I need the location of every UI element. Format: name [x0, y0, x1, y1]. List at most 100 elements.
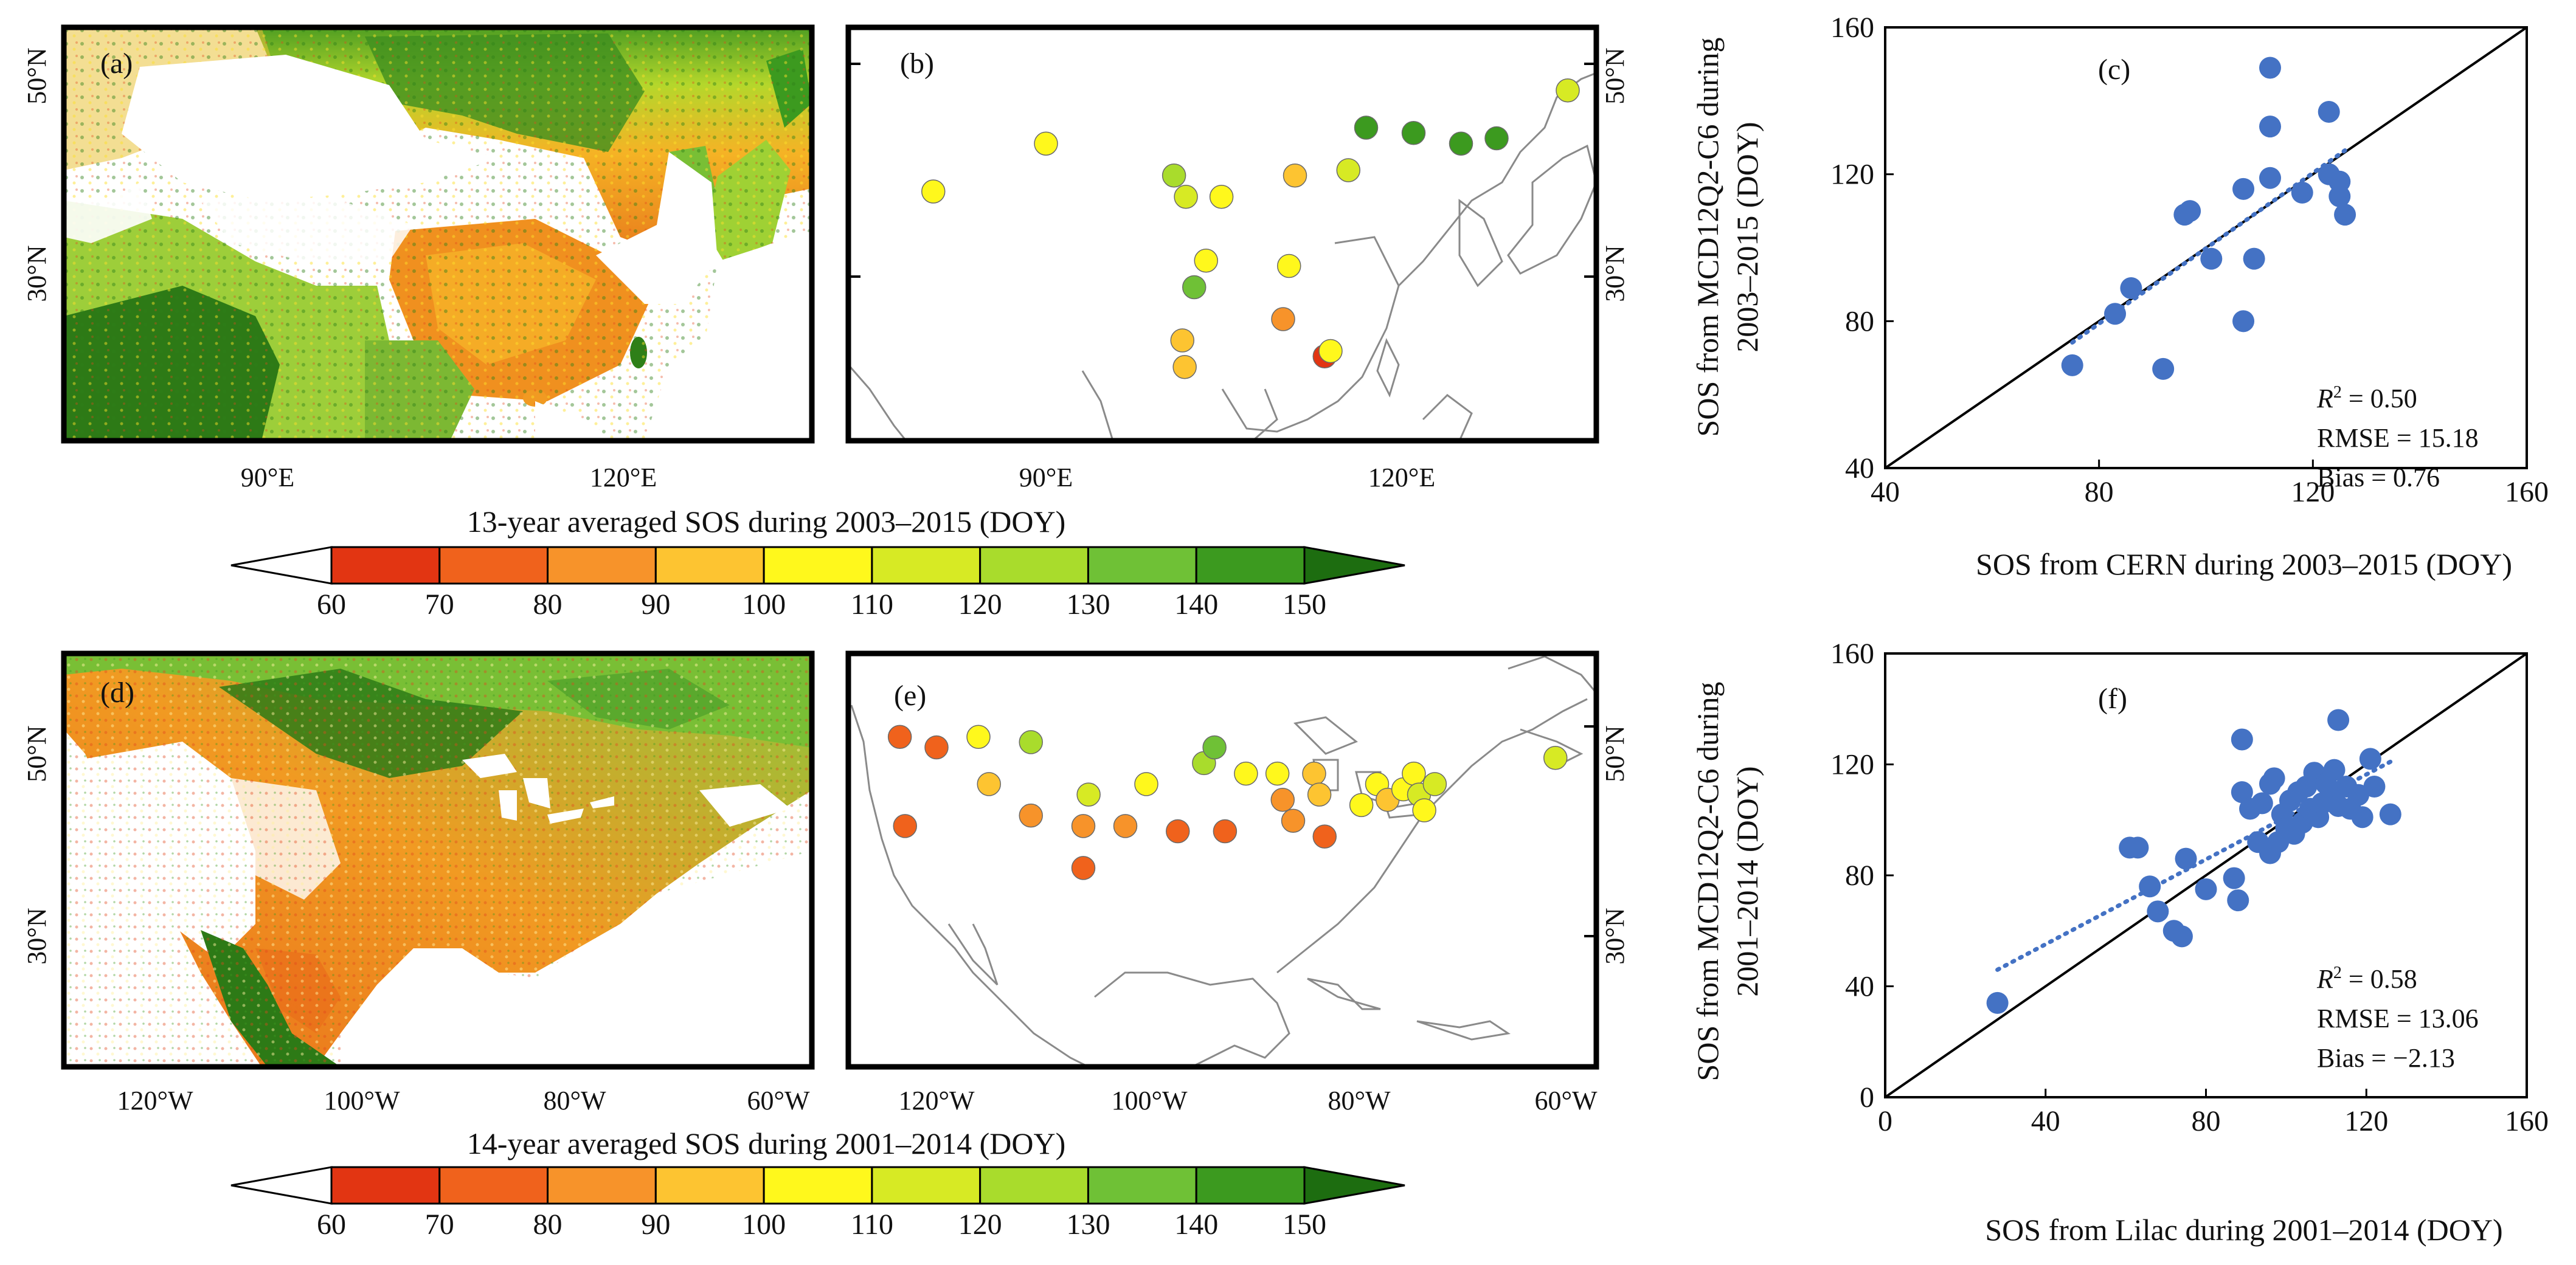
colorbar-bin	[1195, 1166, 1306, 1205]
data-point	[2152, 357, 2175, 380]
basemap-china	[848, 27, 1596, 441]
data-point	[2251, 792, 2273, 815]
colorbar-bin	[979, 1166, 1089, 1205]
site-marker	[1402, 761, 1426, 786]
site-marker	[1270, 788, 1295, 812]
lon-label-100w: 100°W	[1111, 1086, 1188, 1115]
site-marker	[1283, 164, 1307, 188]
y-tick-label: 80	[1845, 305, 1874, 337]
lon-label-120e: 120°E	[590, 463, 657, 492]
colorbar-bin	[1303, 546, 1405, 585]
y-tick-label: 40	[1845, 452, 1874, 484]
site-marker	[1556, 78, 1580, 103]
colorbar-tick-label: 150	[1283, 588, 1326, 621]
colorbar-bin	[330, 1166, 441, 1205]
colorbar-bin	[979, 546, 1089, 585]
sos-raster-china	[64, 27, 812, 441]
site-marker	[1194, 249, 1218, 273]
colorbar-tick-label: 80	[533, 588, 563, 621]
lon-label-80w: 80°W	[1328, 1086, 1391, 1115]
colorbar-bottom: 14-year averaged SOS during 2001–2014 (D…	[230, 1126, 1405, 1241]
y-tick-label: 80	[1845, 860, 1874, 892]
panel-label-f: (f)	[2098, 683, 2127, 715]
x-tick-label: 160	[2505, 1105, 2549, 1137]
site-marker	[1401, 121, 1426, 145]
site-marker	[1312, 824, 1337, 849]
rmse-text: RMSE = 13.06	[2317, 1004, 2479, 1033]
site-marker	[893, 814, 917, 838]
data-point	[2323, 759, 2346, 781]
colorbar-tick-label: 70	[425, 1208, 454, 1241]
colorbar-bins	[230, 1166, 1405, 1205]
colorbar-bin	[763, 1166, 873, 1205]
y-tick-label: 120	[1830, 159, 1874, 191]
colorbar-ticks: 60 70 80 90 100 110 120 130 140 150	[317, 1208, 1326, 1241]
data-point	[2147, 900, 2169, 923]
colorbar-tick-label: 110	[851, 588, 893, 621]
colorbar-tick-label: 60	[317, 588, 346, 621]
data-point	[2127, 836, 2149, 859]
colorbar-tick-label: 120	[958, 1208, 1002, 1241]
svg-text:R2 = 0.58: R2 = 0.58	[2316, 963, 2417, 994]
site-marker	[1349, 793, 1374, 818]
data-point	[2328, 185, 2351, 207]
data-point	[2170, 925, 2193, 948]
map-panel-a: (a) 50°N 30°N 90°E 120°E	[22, 24, 815, 492]
lon-label-120e: 120°E	[1368, 463, 1435, 492]
site-marker	[1307, 782, 1332, 807]
x-tick-label: 80	[2192, 1105, 2221, 1137]
colorbar-bin	[438, 546, 549, 585]
site-marker	[1302, 761, 1326, 786]
data-point	[2243, 247, 2265, 270]
map-panel-d: (d) 50°N 30°N 120°W 100°W 80°W 60°W	[22, 650, 815, 1115]
colorbar-tick-label: 70	[425, 588, 454, 621]
lat-label-50n: 50°N	[22, 47, 52, 104]
colorbar-tick-label: 100	[742, 1208, 786, 1241]
x-axis-title: SOS from Lilac during 2001–2014 (DOY)	[1985, 1213, 2502, 1247]
site-marker	[1182, 275, 1207, 300]
y-tick-label: 120	[1830, 749, 1874, 781]
colorbar-tick-label: 60	[317, 1208, 346, 1241]
data-point	[2232, 178, 2255, 200]
data-point	[2259, 57, 2281, 79]
colorbar-tick-label: 130	[1066, 588, 1110, 621]
data-point	[2291, 181, 2313, 204]
map-panel-e: (e) 50°N 30°N 120°W 100°W 80°W 60°W	[845, 650, 1630, 1115]
site-marker	[1071, 814, 1096, 838]
site-marker	[966, 725, 991, 749]
lon-label-60w: 60°W	[1534, 1086, 1598, 1115]
site-marker	[1172, 355, 1197, 379]
colorbar-tick-label: 130	[1066, 1208, 1110, 1241]
data-point	[2259, 167, 2281, 189]
site-marker	[1234, 761, 1258, 786]
colorbar-top: 13-year averaged SOS during 2003–2015 (D…	[230, 505, 1405, 621]
colorbar-bin	[1303, 1166, 1405, 1205]
data-point	[2334, 204, 2356, 226]
x-axis-title: SOS from CERN during 2003–2015 (DOY)	[1976, 547, 2512, 581]
lat-label-50n: 50°N	[1600, 725, 1630, 782]
site-marker	[1265, 761, 1290, 786]
x-tick-label: 40	[2031, 1105, 2060, 1137]
site-marker	[1209, 185, 1234, 209]
site-marker	[1166, 819, 1190, 844]
colorbar-tick-label: 140	[1174, 588, 1218, 621]
data-point	[1986, 991, 2009, 1014]
colorbar-bin	[763, 546, 873, 585]
site-marker	[1281, 808, 1306, 833]
basemap-north-america	[848, 653, 1596, 1067]
sos-raster-north-america	[64, 653, 812, 1067]
site-markers-china	[921, 78, 1580, 379]
colorbar-title: 14-year averaged SOS during 2001–2014 (D…	[467, 1126, 1066, 1160]
colorbar-bin	[871, 546, 982, 585]
site-marker	[1336, 158, 1360, 182]
data-point	[2061, 354, 2083, 376]
one-to-one-line	[1884, 652, 2528, 1098]
data-point	[2363, 776, 2386, 798]
y-tick-label: 0	[1860, 1081, 1874, 1114]
y-axis-title-line1: SOS from MCD12Q2-C6 during	[1691, 38, 1725, 437]
lat-label-30n: 30°N	[22, 908, 52, 964]
site-marker	[1113, 814, 1138, 838]
data-point	[2351, 806, 2373, 829]
lon-label-120w: 120°W	[898, 1086, 975, 1115]
